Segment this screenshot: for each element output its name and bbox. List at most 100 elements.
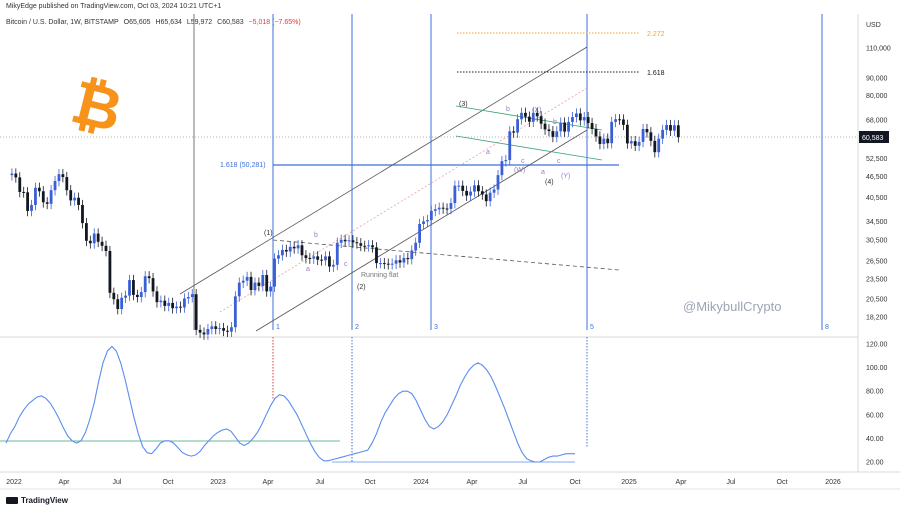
- subwave-c-3: c: [557, 158, 561, 165]
- candle-body: [190, 294, 194, 298]
- candle-body: [390, 263, 394, 265]
- candle-body: [132, 280, 135, 295]
- osc-tick-label: 120.00: [866, 342, 888, 349]
- candle-body: [116, 299, 120, 310]
- fib-1618-label: 1.618: [647, 70, 665, 77]
- price-tick-label: 20,500: [866, 297, 888, 304]
- time-tick-label: 2024: [413, 479, 429, 486]
- price-tick-label: 68,000: [866, 117, 888, 124]
- candle-body: [30, 204, 33, 211]
- price-tick-label: 26,500: [866, 258, 888, 265]
- osc-tick-label: 20.00: [866, 460, 884, 467]
- candle-body: [614, 119, 617, 122]
- candle-body: [304, 255, 308, 259]
- last-price-tag: [859, 131, 889, 143]
- candle-body: [49, 190, 53, 204]
- osc-tick-label: 40.00: [866, 436, 884, 443]
- candle-body: [147, 276, 151, 279]
- candle-body: [198, 329, 202, 333]
- candle-body: [555, 131, 559, 137]
- candlestick-series: [10, 107, 680, 340]
- candle-body: [433, 209, 437, 211]
- candle-body: [108, 250, 112, 293]
- candle-body: [633, 141, 637, 146]
- candle-body: [563, 122, 567, 132]
- candle-body: [41, 191, 45, 203]
- candle-body: [653, 140, 657, 153]
- fib-support-label: 1.618 (50,281): [220, 162, 266, 169]
- ohlc-open: O65,605: [123, 19, 151, 26]
- candle-body: [567, 121, 570, 132]
- candle-body: [500, 161, 504, 176]
- candle-body: [520, 112, 523, 120]
- candle-body: [606, 138, 610, 144]
- candle-body: [406, 258, 410, 260]
- tradingview-logo[interactable]: TradingView: [6, 496, 68, 505]
- candle-body: [77, 197, 80, 205]
- price-axis[interactable]: 110,000 90,000 80,000 68,000 52,500 46,500 40,…: [866, 46, 891, 322]
- oscillator-line: [5, 345, 575, 463]
- candle-body: [288, 246, 292, 252]
- cycle-label-8: 8: [825, 324, 829, 331]
- candle-body: [586, 117, 590, 124]
- candle-body: [492, 189, 496, 193]
- candle-body: [363, 245, 367, 247]
- ohlc-high: H65,634: [155, 19, 182, 26]
- candle-body: [151, 278, 155, 292]
- symbol-legend: Bitcoin / U.S. Dollar, 1W, BITSTAMP O65,…: [6, 19, 304, 26]
- candle-body: [645, 128, 649, 133]
- price-tick-label: 110,000: [866, 46, 891, 53]
- candle-body: [237, 282, 241, 297]
- candle-body: [559, 122, 563, 132]
- ohlc-close: C60,583: [217, 19, 244, 26]
- candle-body: [426, 220, 429, 222]
- time-tick-label: 2025: [621, 479, 637, 486]
- candle-body: [53, 180, 57, 191]
- candle-body: [410, 250, 414, 260]
- candle-body: [233, 296, 237, 328]
- time-tick-label: Apr: [59, 479, 71, 486]
- candle-body: [218, 328, 222, 330]
- last-price-value: 60,583: [862, 135, 884, 142]
- candle-body: [324, 256, 327, 261]
- candle-body: [14, 173, 18, 178]
- candle-body: [673, 125, 676, 131]
- candle-body: [34, 187, 37, 205]
- candle-body: [241, 280, 245, 283]
- candle-body: [665, 125, 668, 130]
- watermark-text: @MikybullCrypto: [683, 299, 781, 314]
- candle-body: [69, 190, 73, 201]
- candle-body: [85, 223, 88, 241]
- candle-body: [610, 121, 614, 144]
- cycle-label-5: 5: [590, 324, 594, 331]
- candle-body: [124, 295, 127, 298]
- candle-body: [578, 113, 582, 121]
- candle-body: [273, 258, 276, 287]
- candle-body: [37, 187, 41, 192]
- candle-body: [531, 112, 535, 122]
- candle-body: [661, 129, 665, 139]
- candle-body: [602, 138, 606, 144]
- price-tick-label: 34,500: [866, 219, 888, 226]
- candle-body: [284, 249, 288, 252]
- oscillator-axis[interactable]: 120.00 100.00 80.00 60.00 40.00 20.00: [866, 342, 888, 467]
- price-tick-label: 52,500: [866, 156, 888, 163]
- candle-body: [296, 245, 300, 249]
- candle-body: [65, 177, 69, 191]
- candle-body: [547, 129, 551, 132]
- candle-body: [516, 119, 519, 133]
- osc-tick-label: 100.00: [866, 365, 888, 372]
- time-tick-label: Oct: [365, 479, 376, 486]
- candle-body: [355, 242, 359, 244]
- candle-body: [527, 116, 531, 122]
- candle-body: [488, 192, 492, 202]
- symbol-name[interactable]: Bitcoin / U.S. Dollar, 1W, BITSTAMP: [6, 19, 119, 26]
- subwave-a-3: a: [541, 169, 545, 176]
- candle-body: [261, 275, 265, 286]
- candle-body: [437, 207, 441, 210]
- channel-lower: [255, 129, 588, 332]
- price-tick-label: 40,500: [866, 195, 888, 202]
- time-axis[interactable]: 2022 Apr Jul Oct 2023 Apr Jul Oct 2024 Apr Jul Oct 2…: [6, 479, 841, 486]
- candle-body: [292, 246, 296, 249]
